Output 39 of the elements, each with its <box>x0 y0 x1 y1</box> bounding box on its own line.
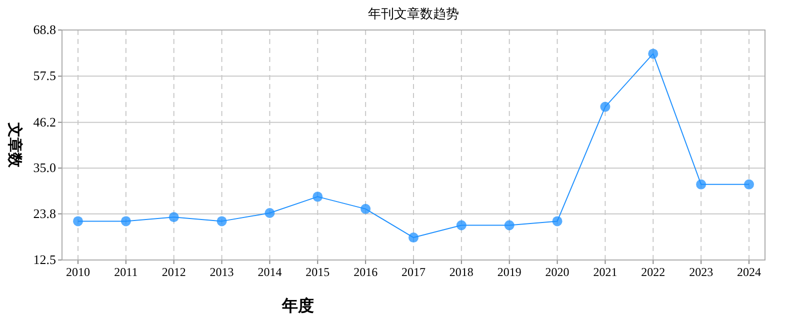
point <box>120 216 131 226</box>
point <box>264 208 275 218</box>
point <box>168 212 179 222</box>
x-axis-title: 年度 <box>281 296 314 315</box>
x-tick-label: 2011 <box>114 265 138 279</box>
x-tick-label: 2014 <box>258 265 282 279</box>
x-tick-label: 2021 <box>593 265 618 279</box>
point <box>216 216 227 226</box>
x-tick-label: 2017 <box>402 265 426 279</box>
x-tick-label: 2023 <box>689 265 714 279</box>
point <box>552 216 562 226</box>
x-tick-label: 2020 <box>545 265 570 279</box>
y-tick-label: 23.8 <box>33 206 56 221</box>
x-tick-label: 2013 <box>210 265 234 279</box>
y-tick-label: 57.5 <box>33 68 56 84</box>
x-tick-label: 2022 <box>641 265 666 279</box>
x-tick-label: 2024 <box>737 265 761 279</box>
x-tick-label: 2015 <box>306 265 330 279</box>
point <box>600 102 610 112</box>
point <box>312 192 323 202</box>
point <box>648 48 658 59</box>
point <box>456 220 466 230</box>
y-tick-label: 35.0 <box>33 160 56 176</box>
x-tick-label: 2016 <box>354 265 378 279</box>
y-tick-label: 46.2 <box>33 114 56 130</box>
y-tick-label: 12.5 <box>33 252 56 267</box>
x-tick-label: 2019 <box>497 265 522 279</box>
x-tick-label: 2012 <box>162 265 186 279</box>
y-tick-label: 68.8 <box>33 22 56 37</box>
point <box>360 204 371 214</box>
point <box>744 179 754 190</box>
y-axis-title: 文章数 <box>6 122 24 168</box>
point <box>696 179 706 190</box>
x-tick-label: 2010 <box>66 265 90 279</box>
chart-title: 年刊文章数趋势 <box>368 6 459 21</box>
point <box>73 216 83 226</box>
point <box>504 220 514 230</box>
point <box>408 232 418 243</box>
x-tick-label: 2018 <box>449 265 474 279</box>
